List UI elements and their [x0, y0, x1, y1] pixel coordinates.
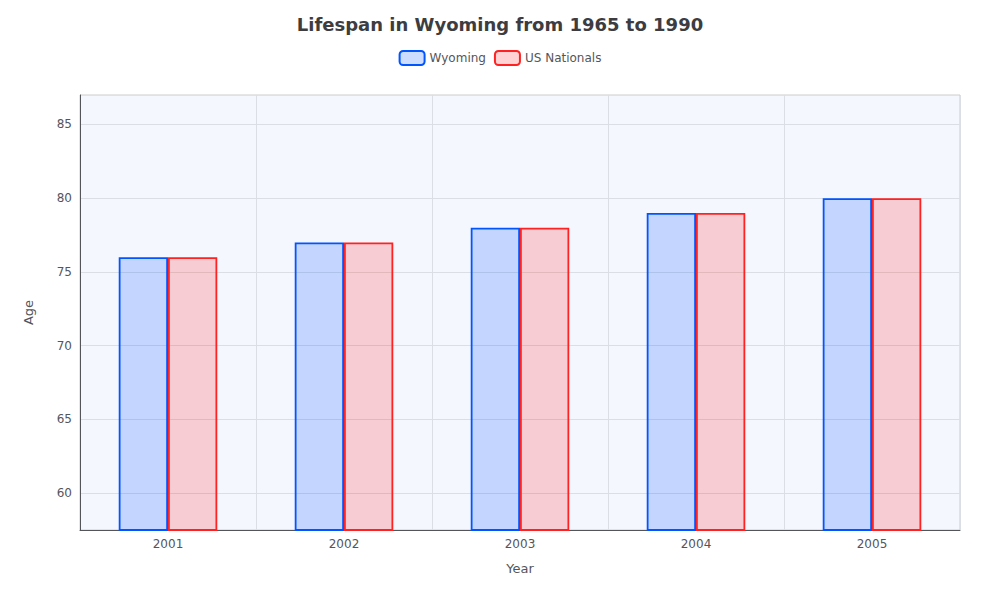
svg-text:80: 80 [57, 191, 72, 205]
svg-text:65: 65 [57, 412, 72, 426]
svg-text:2001: 2001 [153, 537, 184, 551]
svg-text:Age: Age [21, 300, 36, 325]
svg-text:Lifespan in Wyoming from 1965: Lifespan in Wyoming from 1965 to 1990 [297, 14, 703, 35]
svg-text:2005: 2005 [857, 537, 888, 551]
svg-text:2004: 2004 [681, 537, 712, 551]
svg-text:Wyoming: Wyoming [430, 51, 486, 65]
svg-text:2003: 2003 [505, 537, 536, 551]
svg-text:75: 75 [57, 265, 72, 279]
svg-text:US Nationals: US Nationals [525, 51, 601, 65]
svg-text:70: 70 [57, 339, 72, 353]
svg-text:Year: Year [505, 561, 534, 576]
svg-text:60: 60 [57, 486, 72, 500]
svg-text:2002: 2002 [329, 537, 360, 551]
svg-text:85: 85 [57, 117, 72, 131]
